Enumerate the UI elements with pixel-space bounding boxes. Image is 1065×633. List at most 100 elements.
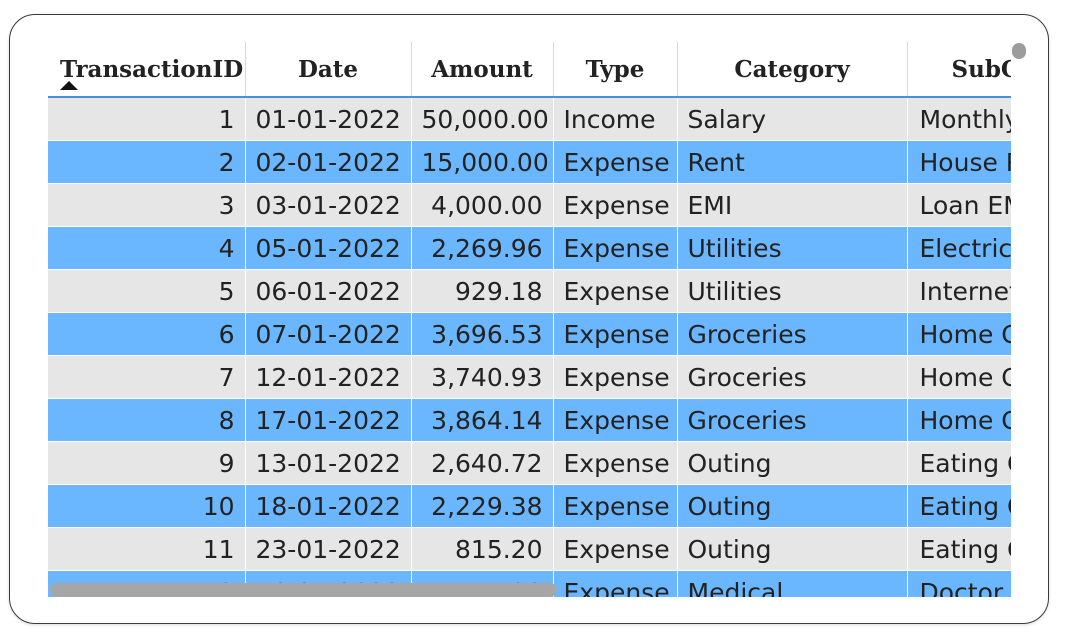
- cell-category: Groceries: [677, 355, 908, 399]
- table-row[interactable]: 7 12-01-2022 3,740.93 Expense Groceries Home …: [48, 355, 1011, 399]
- cell-category: EMI: [677, 183, 908, 227]
- cell-category: Outing: [677, 484, 908, 528]
- cell-type: Expense: [553, 398, 678, 442]
- cell-subcategory: House R: [907, 140, 1011, 184]
- cell-category: Salary: [677, 97, 908, 141]
- cell-amount: 50,000.00: [411, 97, 554, 141]
- cell-transactionid: 3: [48, 183, 246, 227]
- horizontal-scrollbar-thumb[interactable]: [50, 583, 557, 597]
- cell-category: Medical: [677, 570, 908, 597]
- column-header-label: TransactionID: [60, 55, 244, 83]
- cell-amount: 815.20: [411, 527, 554, 571]
- table-row[interactable]: 4 05-01-2022 2,269.96 Expense Utilities Elect…: [48, 226, 1011, 270]
- cell-date: 23-01-2022: [245, 527, 412, 571]
- cell-category: Utilities: [677, 269, 908, 313]
- cell-subcategory: Electrici: [907, 226, 1011, 270]
- cell-amount: 3,864.14: [411, 398, 554, 442]
- table-row[interactable]: 6 07-01-2022 3,696.53 Expense Groceries Home …: [48, 312, 1011, 356]
- cell-transactionid: 5: [48, 269, 246, 313]
- cell-amount: 929.18: [411, 269, 554, 313]
- cell-category: Groceries: [677, 398, 908, 442]
- cell-transactionid: 8: [48, 398, 246, 442]
- cell-type: Expense: [553, 484, 678, 528]
- cell-date: 12-01-2022: [245, 355, 412, 399]
- table-visual-card: TransactionID Date Amount Type Category …: [9, 14, 1049, 624]
- column-header-label: SubCategory: [951, 55, 1012, 83]
- cell-subcategory: Eating O: [907, 441, 1011, 485]
- cell-transactionid: 2: [48, 140, 246, 184]
- cell-transactionid: 6: [48, 312, 246, 356]
- cell-transactionid: 4: [48, 226, 246, 270]
- cell-subcategory: Home G: [907, 355, 1011, 399]
- table-row[interactable]: 1 01-01-2022 50,000.00 Income Salary Monthly: [48, 97, 1011, 141]
- cell-transactionid: 10: [48, 484, 246, 528]
- cell-category: Utilities: [677, 226, 908, 270]
- column-header-amount[interactable]: Amount: [411, 42, 554, 98]
- transactions-table: TransactionID Date Amount Type Category …: [48, 42, 1011, 597]
- column-header-label: Type: [585, 55, 645, 83]
- cell-transactionid: 9: [48, 441, 246, 485]
- cell-type: Expense: [553, 570, 678, 597]
- sort-ascending-icon: [60, 81, 78, 90]
- cell-date: 01-01-2022: [245, 97, 412, 141]
- cell-type: Expense: [553, 527, 678, 571]
- column-header-label: Amount: [431, 55, 533, 83]
- vertical-scrollbar-thumb[interactable]: [1012, 43, 1026, 59]
- cell-amount: 2,229.38: [411, 484, 554, 528]
- cell-date: 13-01-2022: [245, 441, 412, 485]
- table-row[interactable]: 5 06-01-2022 929.18 Expense Utilities Interne…: [48, 269, 1011, 313]
- table-viewport: TransactionID Date Amount Type Category …: [48, 42, 1011, 597]
- cell-subcategory: Doctor: [907, 570, 1011, 597]
- cell-amount: 3,696.53: [411, 312, 554, 356]
- cell-date: 03-01-2022: [245, 183, 412, 227]
- column-header-date[interactable]: Date: [245, 42, 412, 98]
- cell-date: 02-01-2022: [245, 140, 412, 184]
- column-header-subcategory[interactable]: SubCategory: [907, 42, 1012, 98]
- cell-amount: 4,000.00: [411, 183, 554, 227]
- cell-category: Rent: [677, 140, 908, 184]
- table-body: 1 01-01-2022 50,000.00 Income Salary Monthly 2…: [48, 97, 1011, 597]
- cell-amount: 3,740.93: [411, 355, 554, 399]
- cell-type: Expense: [553, 269, 678, 313]
- cell-date: 07-01-2022: [245, 312, 412, 356]
- cell-amount: 15,000.00: [411, 140, 554, 184]
- column-header-transactionid[interactable]: TransactionID: [48, 42, 246, 98]
- column-header-label: Date: [297, 55, 359, 83]
- cell-category: Groceries: [677, 312, 908, 356]
- cell-subcategory: Eating O: [907, 527, 1011, 571]
- header-row: TransactionID Date Amount Type Category …: [48, 42, 1012, 98]
- cell-amount: 2,640.72: [411, 441, 554, 485]
- cell-date: 05-01-2022: [245, 226, 412, 270]
- table-row[interactable]: 10 18-01-2022 2,229.38 Expense Outing Eating …: [48, 484, 1011, 528]
- cell-date: 17-01-2022: [245, 398, 412, 442]
- cell-subcategory: Eating O: [907, 484, 1011, 528]
- cell-subcategory: Monthly: [907, 97, 1011, 141]
- cell-subcategory: Home G: [907, 312, 1011, 356]
- cell-transactionid: 7: [48, 355, 246, 399]
- cell-type: Income: [553, 97, 678, 141]
- cell-date: 18-01-2022: [245, 484, 412, 528]
- cell-transactionid: 1: [48, 97, 246, 141]
- cell-type: Expense: [553, 441, 678, 485]
- cell-type: Expense: [553, 312, 678, 356]
- cell-category: Outing: [677, 441, 908, 485]
- cell-subcategory: Home G: [907, 398, 1011, 442]
- cell-category: Outing: [677, 527, 908, 571]
- table-row[interactable]: 8 17-01-2022 3,864.14 Expense Groceries Home …: [48, 398, 1011, 442]
- cell-type: Expense: [553, 183, 678, 227]
- cell-amount: 2,269.96: [411, 226, 554, 270]
- column-header-category[interactable]: Category: [677, 42, 908, 98]
- cell-subcategory: Loan EM: [907, 183, 1011, 227]
- cell-type: Expense: [553, 355, 678, 399]
- cell-date: 06-01-2022: [245, 269, 412, 313]
- cell-subcategory: Internet: [907, 269, 1011, 313]
- cell-type: Expense: [553, 140, 678, 184]
- cell-transactionid: 11: [48, 527, 246, 571]
- cell-type: Expense: [553, 226, 678, 270]
- column-header-label: Category: [734, 55, 850, 83]
- column-header-type[interactable]: Type: [553, 42, 678, 98]
